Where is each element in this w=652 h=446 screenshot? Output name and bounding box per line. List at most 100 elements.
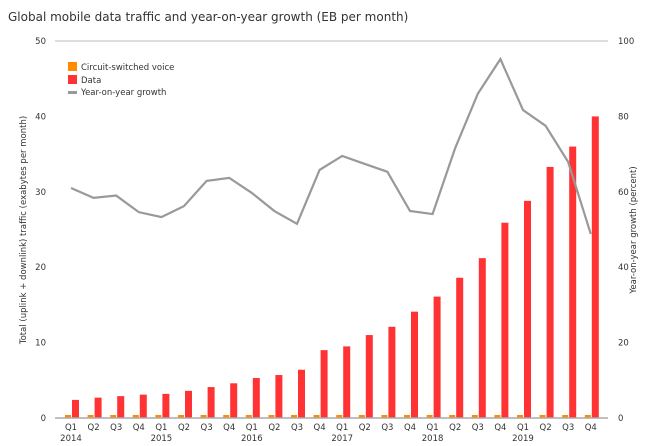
bar-voice	[449, 414, 456, 418]
bar-data	[207, 387, 215, 418]
year-label: 2014	[60, 434, 82, 444]
bar-data	[501, 222, 509, 418]
bar-data	[117, 396, 125, 418]
x-tick-label: Q2	[268, 423, 280, 433]
bar-data	[185, 390, 192, 418]
bar-data	[298, 369, 305, 418]
x-tick-label: Q2	[540, 423, 552, 433]
bar-voice	[65, 414, 71, 418]
x-tick-label: Q4	[585, 423, 597, 433]
growth-line	[70, 56, 592, 235]
bar-data	[230, 383, 238, 418]
legend-label-data: Data	[81, 76, 101, 86]
bar-voice	[381, 414, 388, 418]
bar-voice	[562, 414, 569, 418]
x-tick-label: Q1	[246, 423, 258, 433]
bar-data	[546, 166, 554, 418]
x-tick-label: Q2	[359, 423, 371, 433]
bar-data	[433, 296, 441, 418]
bar-voice	[494, 414, 501, 418]
x-tick-label: Q1	[517, 423, 529, 433]
y2-tick-label: 20	[618, 339, 629, 349]
bar-voice	[155, 414, 162, 418]
y-tick-label: 40	[35, 112, 46, 122]
bar-voice	[245, 414, 252, 418]
bar-data	[411, 311, 418, 418]
bar-data	[524, 200, 531, 418]
y2-tick-label: 60	[618, 188, 629, 198]
bar-voice	[404, 414, 410, 418]
y2-axis-label: Year-on-year growth (percent)	[629, 166, 639, 294]
bar-voice	[291, 414, 297, 418]
year-label: 2015	[151, 434, 173, 444]
legend-swatch-data	[68, 75, 77, 84]
bar-voice	[110, 414, 117, 418]
year-label: 2018	[422, 434, 444, 444]
y-axis-label: Total (uplink + downlink) traffic (exaby…	[19, 116, 29, 345]
bar-data	[162, 393, 170, 418]
x-tick-label: Q2	[178, 423, 190, 433]
y-tick-label: 10	[35, 339, 46, 349]
bar-data	[591, 116, 599, 419]
bar-data	[94, 397, 102, 418]
x-tick-label: Q3	[381, 423, 393, 433]
y-tick-label: 30	[35, 188, 46, 198]
legend-swatch-voice	[68, 62, 77, 71]
bar-data	[569, 146, 577, 418]
x-tick-label: Q4	[494, 423, 506, 433]
x-tick-label: Q1	[65, 423, 77, 433]
x-tick-label: Q1	[155, 423, 167, 433]
bar-voice	[132, 414, 139, 418]
y2-tick-label: 40	[618, 263, 629, 273]
y-tick-label: 50	[35, 37, 46, 47]
year-label: 2019	[512, 434, 534, 444]
bar-voice	[200, 414, 207, 418]
legend-label-growth: Year-on-year growth	[80, 88, 166, 98]
bar-voice	[471, 414, 478, 418]
bar-data	[139, 394, 147, 418]
x-tick-label: Q1	[336, 423, 348, 433]
x-tick-label: Q3	[472, 423, 484, 433]
bar-data	[275, 375, 283, 418]
x-tick-label: Q1	[427, 423, 439, 433]
x-tick-label: Q4	[314, 423, 326, 433]
legend-swatch-growth	[68, 91, 77, 94]
bar-voice	[336, 414, 343, 418]
bar-data	[456, 277, 464, 418]
y-tick-label: 20	[35, 263, 46, 273]
bar-data	[320, 350, 328, 418]
bar-voice	[426, 414, 433, 418]
year-label: 2016	[241, 434, 263, 444]
y-tick-label: 0	[41, 414, 46, 424]
x-tick-label: Q3	[291, 423, 303, 433]
bar-voice	[268, 414, 275, 418]
bar-voice	[178, 414, 184, 418]
bar-data	[72, 399, 79, 418]
bar-voice	[539, 414, 546, 418]
year-label: 2017	[331, 434, 353, 444]
bar-voice	[584, 414, 591, 418]
bar-voice	[358, 414, 365, 418]
legend: Circuit-switched voice Data Year-on-year…	[68, 62, 174, 98]
chart-title: Global mobile data traffic and year-on-y…	[8, 10, 408, 24]
x-tick-label: Q2	[88, 423, 100, 433]
bar-data	[365, 335, 373, 418]
bar-voice	[223, 414, 230, 418]
x-tick-label: Q3	[201, 423, 213, 433]
bar-data	[478, 258, 486, 418]
legend-label-voice: Circuit-switched voice	[81, 63, 174, 73]
y2-tick-label: 100	[618, 37, 634, 47]
y2-tick-label: 80	[618, 112, 629, 122]
bar-voice	[517, 414, 523, 418]
x-tick-label: Q4	[133, 423, 145, 433]
x-tick-label: Q2	[449, 423, 461, 433]
x-tick-label: Q4	[223, 423, 235, 433]
bar-data	[388, 326, 396, 418]
bar-voice	[313, 414, 320, 418]
x-tick-label: Q4	[404, 423, 416, 433]
bar-data	[252, 378, 260, 418]
x-tick-label: Q3	[110, 423, 122, 433]
bar-voice	[87, 414, 94, 418]
